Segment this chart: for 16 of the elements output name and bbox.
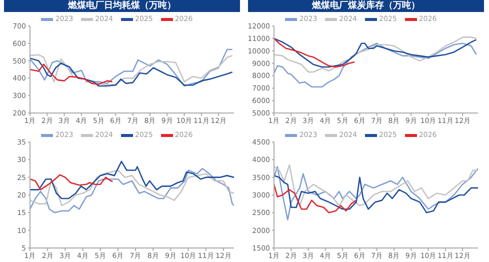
line-series	[30, 170, 234, 206]
line-series	[274, 42, 477, 88]
line-series	[30, 64, 113, 85]
line-series	[274, 166, 478, 220]
line-series	[274, 174, 478, 214]
line-series	[274, 38, 356, 68]
line-series	[30, 168, 234, 214]
line-series	[274, 38, 477, 68]
chart-title: 燃煤电厂日均耗煤（万吨）	[4, 0, 240, 12]
line-series	[274, 36, 477, 73]
line-series	[274, 184, 357, 214]
line-series	[30, 48, 233, 87]
line-series	[274, 164, 478, 206]
line-series	[30, 174, 114, 190]
line-series	[30, 160, 234, 200]
chart-title: 燃煤电厂煤炭库存（万吨）	[248, 0, 484, 12]
